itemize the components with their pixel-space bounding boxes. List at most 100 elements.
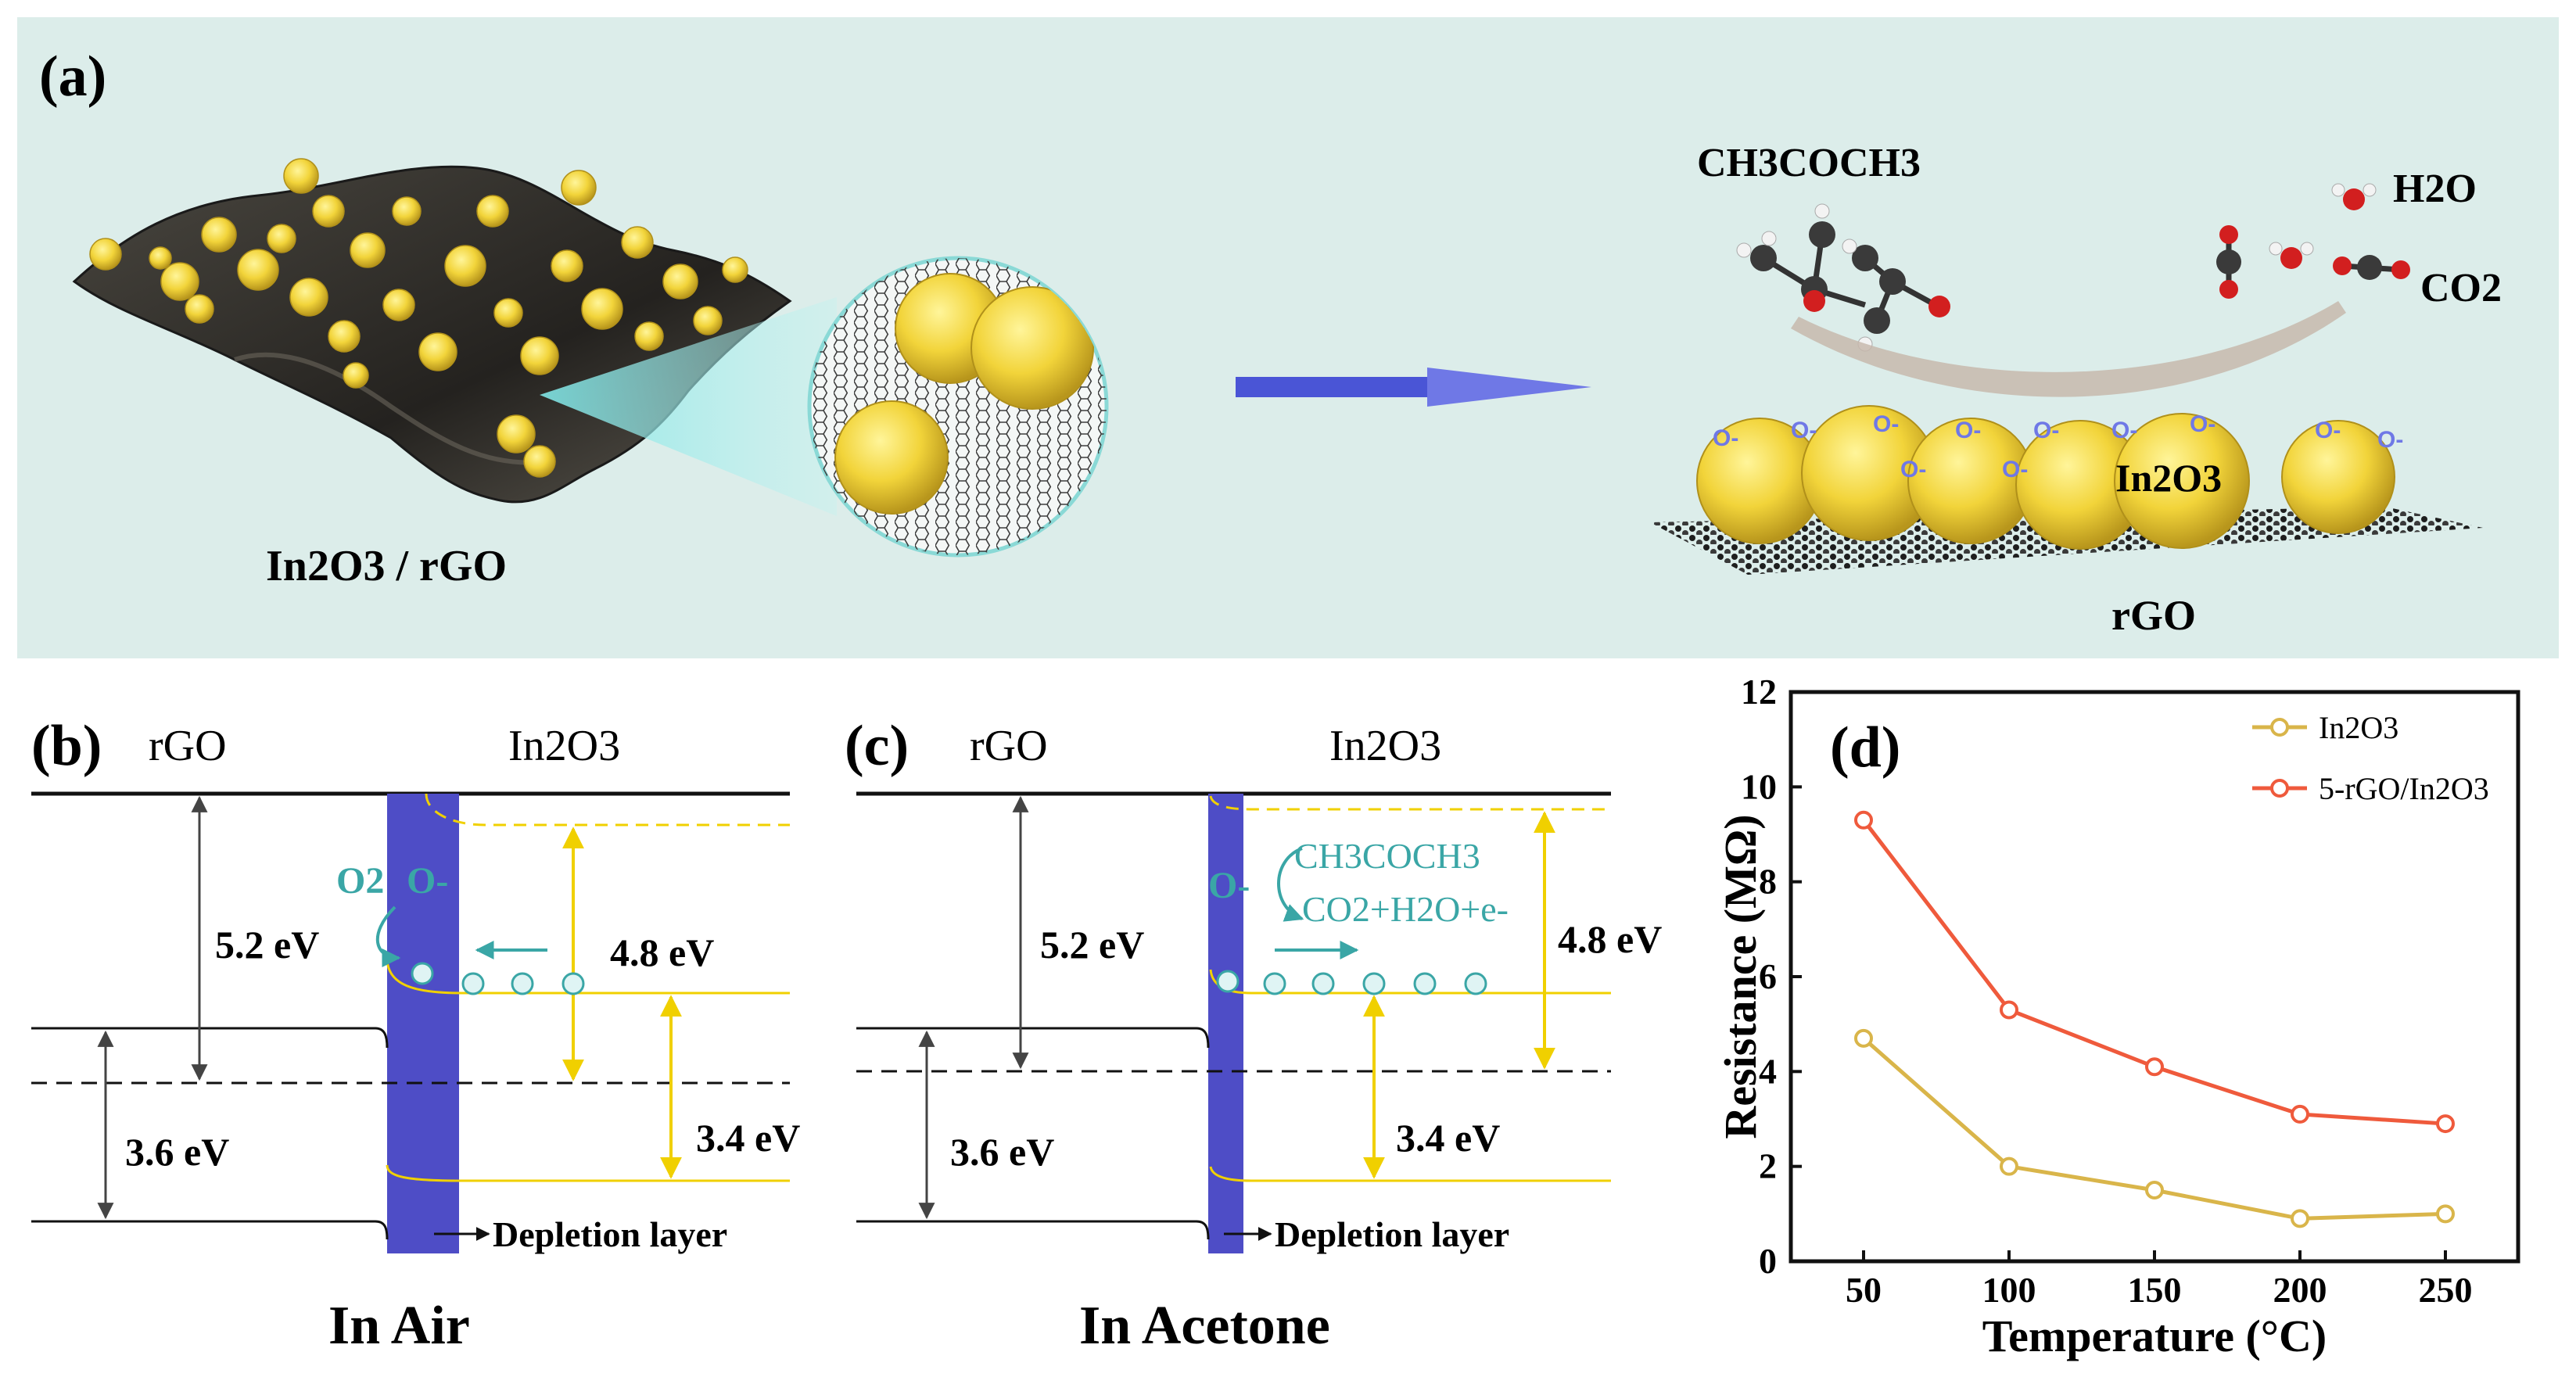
series-group — [1854, 810, 2455, 1228]
point-s0-3 — [2291, 1209, 2309, 1228]
panel-b-label: (b) — [31, 714, 102, 778]
panel-d-label: (d) — [1830, 715, 1900, 780]
rgo-label: rGO — [2111, 592, 2196, 639]
oxygen-species-10: O- — [1900, 457, 1926, 482]
panel-b-right-title: In2O3 — [508, 722, 620, 770]
y-tick-label-1: 2 — [1759, 1146, 1777, 1186]
x-tick-label-2: 150 — [2128, 1270, 2182, 1310]
legend-marker-0 — [2270, 718, 2289, 737]
panel-c-gap-3-6: 3.6 eV — [950, 1130, 1054, 1174]
oxygen-species-8: O- — [2315, 418, 2341, 443]
rgo-valence-level — [31, 1220, 389, 1240]
in2o3-vacuum-bend — [425, 793, 790, 827]
panel-b-adsorption-arrow — [375, 905, 401, 967]
panel-b-gap-5-2: 5.2 eV — [215, 923, 319, 966]
panel-b-gap-3-6: 3.6 eV — [125, 1130, 229, 1174]
panel-b-o-minus: O- — [407, 860, 448, 902]
y-tick-label-5: 10 — [1741, 766, 1777, 806]
series-line-1 — [1862, 819, 2446, 1126]
water-label: H2O — [2393, 167, 2477, 211]
panel-d-chart: (d) Temperature (°C) Resistance (MΩ) 50 1… — [1715, 672, 2520, 1361]
point-s1-1 — [2000, 1000, 2018, 1020]
y-tick-label-4: 8 — [1759, 862, 1777, 902]
x-tick-label-3: 200 — [2273, 1270, 2327, 1310]
in2o3-particles-on-sheet — [89, 158, 748, 478]
panel-c-caption: In Acetone — [1079, 1296, 1330, 1356]
co2-label: CO2 — [2420, 266, 2502, 310]
panel-c-interface-barrier — [1208, 794, 1243, 1253]
y-tick-label-2: 4 — [1759, 1051, 1777, 1091]
panel-a: (a) In2O3 / rGO — [17, 17, 2559, 658]
point-s0-0 — [1854, 1028, 1873, 1048]
panel-c-left-title: rGO — [970, 722, 1048, 770]
zoom-circle — [807, 256, 1109, 558]
reaction-arc — [1791, 301, 2346, 397]
panel-b-electrons — [411, 962, 585, 995]
oxygen-species-5: O- — [2033, 418, 2059, 443]
legend: In2O3 5-rGO/In2O3 — [2252, 710, 2489, 806]
oxygen-species-2: O- — [1791, 418, 1817, 443]
panel-c: (c) rGO In2O3 5.2 eV 3.6 eV 4.8 eV 3.4 e… — [845, 714, 1662, 1356]
oxygen-species-9: O- — [2377, 427, 2403, 453]
panel-c-vacuum-bend — [1209, 795, 1611, 811]
oxygen-species-3: O- — [1873, 411, 1899, 437]
x-tick-label-4: 250 — [2419, 1270, 2473, 1310]
x-tick-label-1: 100 — [1982, 1270, 2036, 1310]
panel-c-label: (c) — [845, 714, 909, 778]
point-s1-4 — [2436, 1114, 2455, 1134]
legend-label-1: 5-rGO/In2O3 — [2319, 771, 2489, 806]
panel-c-gap-3-4: 3.4 eV — [1396, 1116, 1500, 1160]
acetone-molecules-icon — [1736, 203, 1950, 352]
in2o3-valence-level — [386, 1164, 790, 1182]
y-tick-label-3: 6 — [1759, 956, 1777, 996]
products-molecules-icon — [2216, 183, 2410, 299]
oxygen-species-group: O- O- O- O- O- O- O- O- O- O- O- — [1713, 411, 2403, 482]
in2o3-label: In2O3 — [2115, 456, 2222, 500]
sheet-fold — [234, 352, 548, 465]
panel-c-reaction-out: CO2+H2O+e- — [1302, 889, 1509, 929]
point-s0-2 — [2145, 1181, 2164, 1199]
panel-c-rgo-valence — [856, 1220, 1210, 1240]
panel-c-reaction-arrow — [1277, 847, 1304, 922]
point-s0-1 — [2000, 1156, 2018, 1176]
process-arrow — [1236, 368, 1591, 407]
acetone-label: CH3COCH3 — [1697, 141, 1921, 185]
panel-c-electrons — [1216, 970, 1487, 995]
panel-a-label: (a) — [39, 45, 106, 109]
oxygen-species-11: O- — [2002, 457, 2028, 482]
panel-c-depletion-label: Depletion layer — [1275, 1214, 1509, 1254]
oxygen-species-7: O- — [2190, 411, 2215, 437]
y-tick-label-6: 12 — [1741, 672, 1777, 712]
legend-label-0: In2O3 — [2319, 710, 2398, 745]
y-tick-label-0: 0 — [1759, 1241, 1777, 1281]
panel-c-o-minus: O- — [1208, 865, 1250, 906]
panel-c-valence-level — [1209, 1166, 1611, 1182]
point-s1-3 — [2291, 1104, 2309, 1124]
panel-b-left-title: rGO — [149, 722, 227, 770]
panel-c-reaction-in: CH3COCH3 — [1294, 836, 1480, 876]
axis-ticks: 50 100 150 200 250 0 2 4 6 8 10 12 — [1741, 672, 2473, 1310]
panel-b-o2: O2 — [336, 860, 384, 902]
oxygen-species-6: O- — [2111, 418, 2137, 443]
in2o3-particles-on-substrate — [1696, 405, 2395, 550]
composite-label: In2O3 / rGO — [266, 542, 507, 590]
point-s0-4 — [2436, 1204, 2455, 1224]
panel-b-caption: In Air — [328, 1296, 470, 1356]
panel-b-gap-4-8: 4.8 eV — [610, 931, 714, 974]
panel-c-gap-5-2: 5.2 eV — [1040, 923, 1144, 966]
y-axis-label: Resistance (MΩ) — [1715, 814, 1766, 1139]
point-s1-0 — [1854, 810, 1873, 830]
panel-c-rgo-conduction — [856, 1027, 1210, 1049]
panel-c-gap-4-8: 4.8 eV — [1558, 917, 1662, 961]
oxygen-species-1: O- — [1713, 425, 1738, 451]
rgo-conduction-level — [31, 1027, 389, 1049]
panel-b-gap-3-4: 3.4 eV — [696, 1116, 800, 1160]
panel-c-right-title: In2O3 — [1329, 722, 1441, 770]
zoom-beam — [540, 297, 837, 516]
panel-b: (b) rGO In2O3 5.2 eV 3.6 eV 4.8 eV 3.4 e… — [31, 714, 800, 1356]
x-axis-label: Temperature (°C) — [1982, 1311, 2327, 1361]
point-s1-2 — [2145, 1057, 2164, 1077]
oxygen-species-4: O- — [1955, 418, 1981, 443]
x-tick-label-0: 50 — [1846, 1270, 1882, 1310]
